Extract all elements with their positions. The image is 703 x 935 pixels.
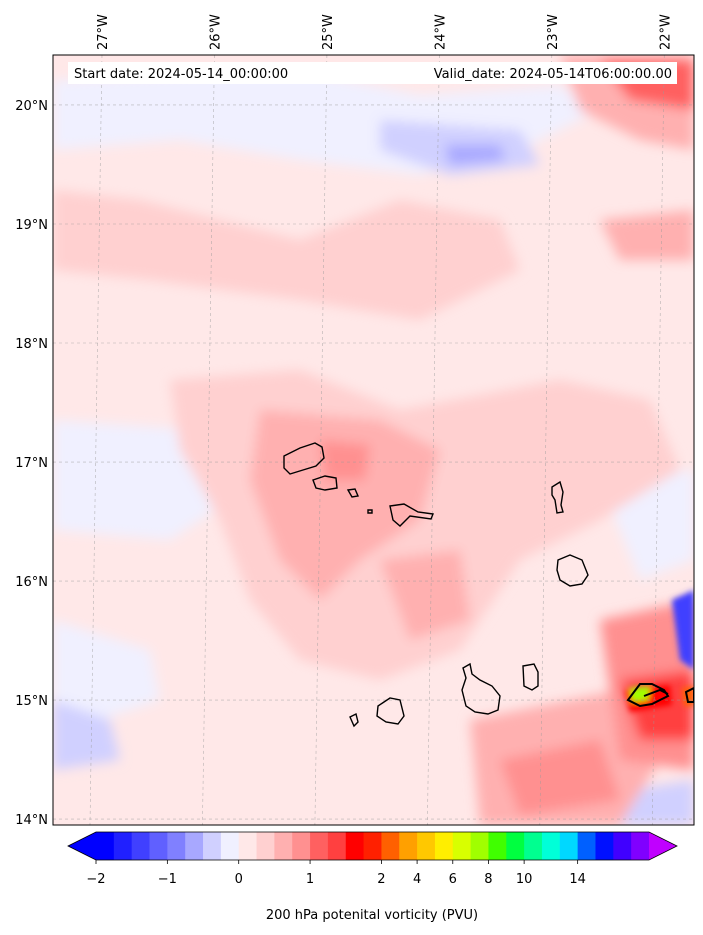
header-box [68,62,677,84]
colorbar-swatch [452,832,472,860]
latitude-tick-label: 17°N [15,456,48,471]
colorbar-swatch [292,832,311,860]
pv-field [53,55,694,825]
island-outlines [283,442,694,728]
latitude-tick-label: 19°N [15,218,48,233]
colorbar-swatch [256,832,275,860]
colorbar-swatch [220,832,240,860]
colorbar-swatch [613,832,632,860]
longitude-tick-label: 22°W [658,14,673,50]
colorbar-swatch [399,832,418,860]
latitude-tick-label: 15°N [15,694,48,709]
longitude-tick-label: 24°W [433,14,448,50]
colorbar-swatch [363,832,382,860]
longitude-tick-label: 25°W [321,14,336,50]
latitude-tick-label: 20°N [15,99,48,114]
meridian-gridline [651,55,665,825]
colorbar-swatch [149,832,168,860]
colorbar-swatch [113,832,133,860]
colorbar-label: 200 hPa potenital vorticity (PVU) [266,908,478,923]
colorbar-swatch [470,832,489,860]
colorbar-tick-label: 14 [569,872,586,887]
longitude-tick-label: 26°W [208,14,223,50]
colorbar-swatch [631,832,650,860]
latitude-tick-label: 18°N [15,337,48,352]
longitude-tick-labels: 27°W 26°W 25°W 24°W 23°W 22°W [96,14,673,50]
colorbar-tick-label: 6 [449,872,457,887]
meridian-gridline [314,55,328,825]
latitude-tick-labels: 20°N 19°N 18°N 17°N 16°N 15°N 14°N [15,99,48,828]
colorbar-swatch [274,832,293,860]
colorbar-swatch [381,832,400,860]
latitude-tick-label: 16°N [15,575,48,590]
colorbar [67,831,678,861]
colorbar-swatch [541,832,561,860]
colorbar-swatch [434,832,454,860]
colorbar-swatch [577,832,596,860]
valid-date-label: Valid_date: 2024-05-14T06:00:00.00 [434,67,672,82]
colorbar-tick-label: 1 [306,872,314,887]
colorbar-swatch [417,832,436,860]
colorbar-swatch [310,832,329,860]
colorbar-tick-label: 2 [377,872,385,887]
colorbar-tick-label: 0 [235,872,243,887]
colorbar-swatch [96,832,115,860]
colorbar-swatch [167,832,186,860]
meridian-gridline [89,55,103,825]
colorbar-swatch [345,832,365,860]
colorbar-swatch [238,832,258,860]
colorbar-swatch [327,832,347,860]
colorbar-swatch [488,832,507,860]
map-gridlines [53,55,694,825]
colorbar-tick-label: −1 [158,872,177,887]
colorbar-swatch [185,832,204,860]
colorbar-tick-label: 8 [484,872,492,887]
colorbar-tick-label: 10 [516,872,533,887]
colorbar-tick-labels: −2 −1 0 1 2 4 6 8 10 14 [86,860,586,887]
start-date-label: Start date: 2024-05-14_00:00:00 [74,67,288,82]
colorbar-swatch [595,832,614,860]
colorbar-swatch [506,832,525,860]
meridian-gridline [427,55,440,825]
colorbar-tick-label: 4 [413,872,421,887]
meridian-gridline [539,55,553,825]
map-frame [52,54,695,826]
colorbar-swatch [559,832,579,860]
longitude-tick-label: 23°W [546,14,561,50]
colorbar-swatch [131,832,151,860]
colorbar-extend-high [649,832,677,860]
meridian-gridline [202,55,215,825]
colorbar-swatch [203,832,222,860]
colorbar-extend-low [68,832,96,860]
latitude-tick-label: 14°N [15,813,48,828]
colorbar-swatch [524,832,543,860]
longitude-tick-label: 27°W [96,14,111,50]
colorbar-tick-label: −2 [86,872,105,887]
